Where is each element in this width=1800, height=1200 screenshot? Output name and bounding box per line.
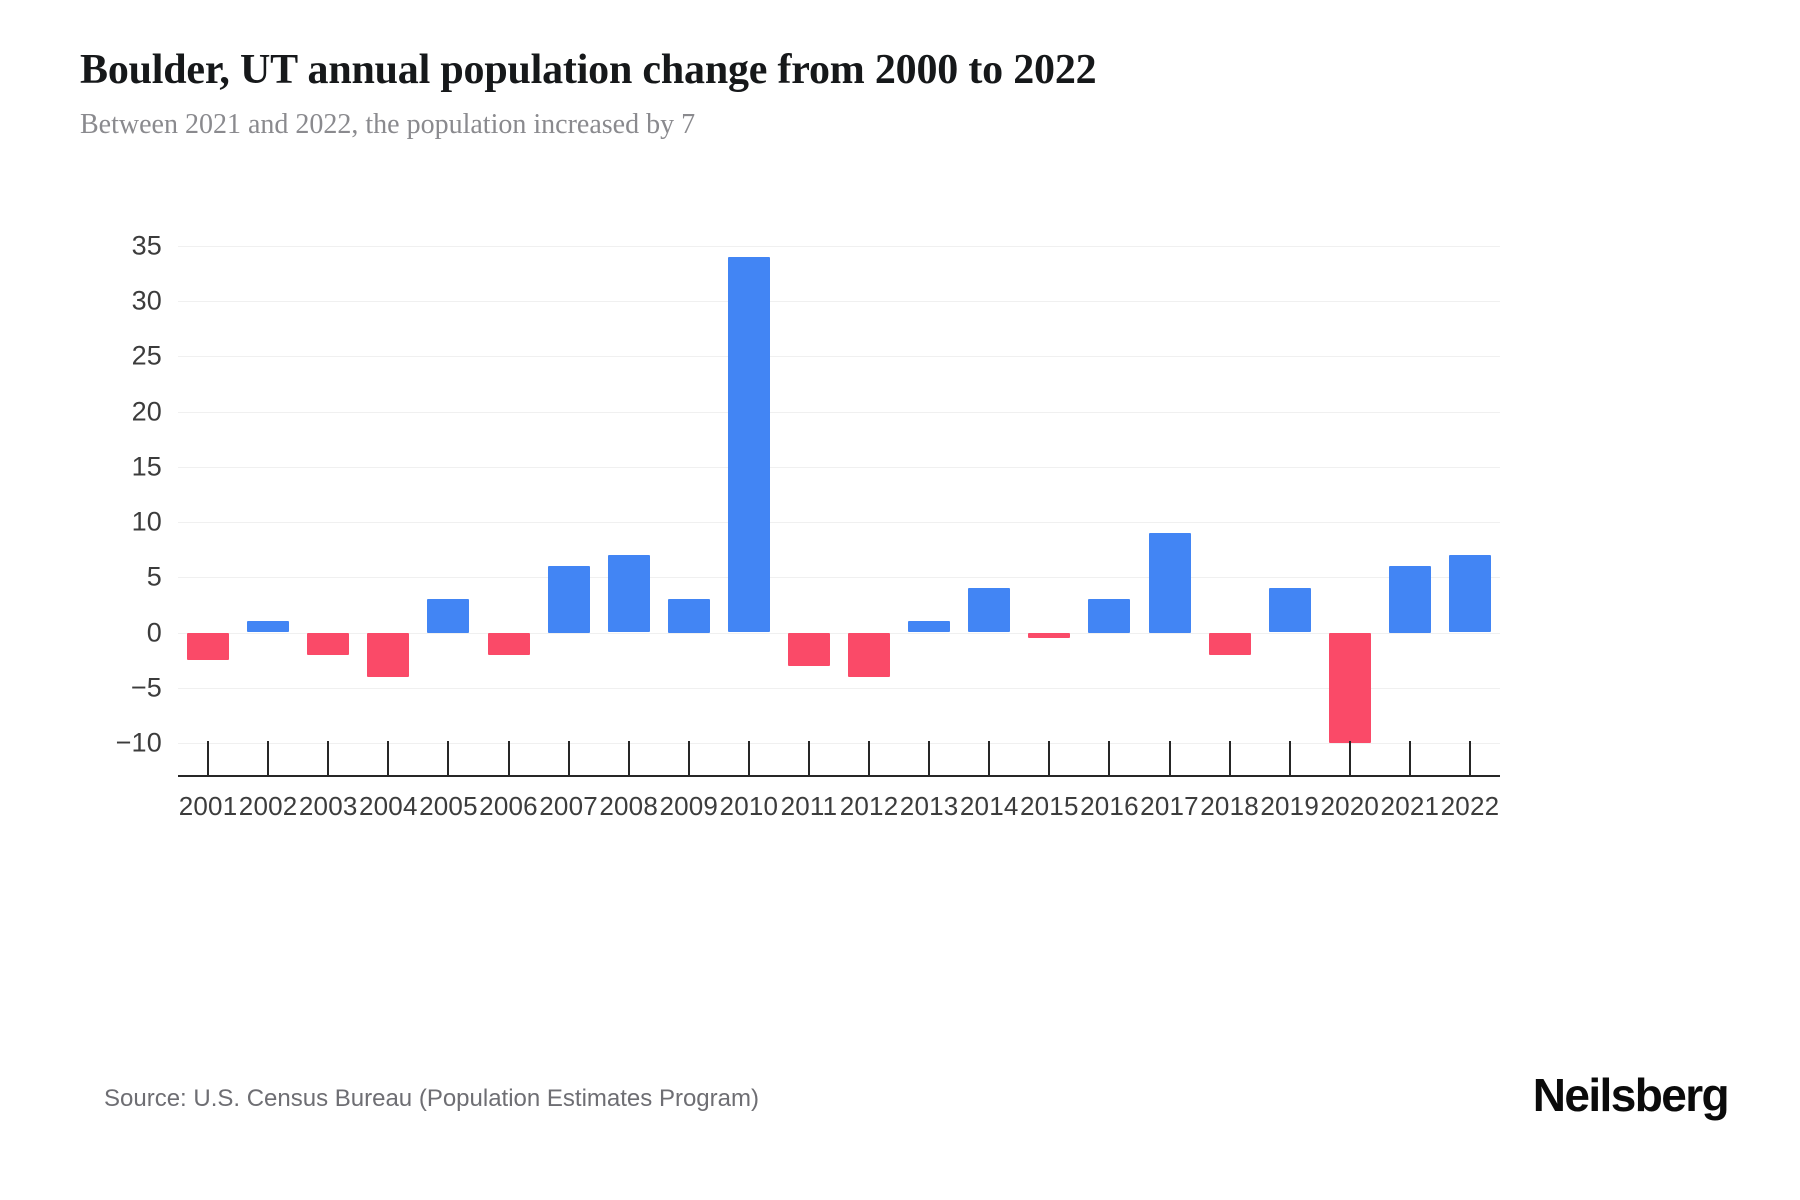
- x-axis-tick-label: 2010: [719, 791, 779, 821]
- gridline: [178, 301, 1500, 303]
- y-axis-tick-label: 25: [131, 340, 162, 371]
- gridline: [178, 687, 1500, 689]
- x-axis-tick-mark: [387, 741, 390, 775]
- y-axis-tick-label: 5: [146, 561, 162, 592]
- x-axis-tick-mark: [1408, 741, 1411, 775]
- x-axis-tick-label: 2017: [1140, 791, 1199, 821]
- x-axis-tick-label: 2001: [178, 791, 238, 821]
- x-axis-tick-label: 2003: [298, 791, 358, 821]
- bar-2017[interactable]: [1148, 533, 1191, 633]
- gridline: [178, 522, 1500, 524]
- bar-2011[interactable]: [787, 632, 830, 666]
- x-axis-tick-mark: [207, 741, 210, 775]
- x-axis-tick-mark: [1168, 741, 1171, 775]
- x-axis-tick-mark: [1348, 741, 1351, 775]
- gridline: [178, 466, 1500, 468]
- x-axis-ticks: [178, 741, 1500, 777]
- x-axis-tick-mark: [567, 741, 570, 775]
- y-axis-tick-label: 35: [131, 230, 162, 261]
- x-axis-tick-label: 2013: [899, 791, 959, 821]
- bar-series: [178, 235, 1500, 765]
- bar-2005[interactable]: [427, 599, 470, 633]
- neilsberg-logo: Neilsberg: [1532, 1069, 1730, 1121]
- bar-2008[interactable]: [607, 555, 650, 633]
- plot-canvas: [178, 235, 1500, 765]
- bar-2004[interactable]: [367, 632, 410, 677]
- x-axis-tick-mark: [1468, 741, 1471, 775]
- bar-2022[interactable]: [1448, 555, 1491, 633]
- bar-2003[interactable]: [307, 632, 350, 655]
- x-axis-tick-label: 2015: [1019, 791, 1079, 821]
- bar-2014[interactable]: [968, 588, 1011, 633]
- x-axis-tick-mark: [507, 741, 510, 775]
- gridline: [178, 356, 1500, 358]
- x-axis-tick-label: 2018: [1200, 791, 1259, 821]
- x-axis-tick-label: 2004: [358, 791, 418, 821]
- x-axis-line: [178, 775, 1500, 777]
- x-axis-tick-mark: [267, 741, 270, 775]
- x-axis-tick-mark: [1288, 741, 1291, 775]
- x-axis-labels: 2001 2002 2003 2004 2005 2006 2007 2008 2009 2010…: [178, 791, 1500, 831]
- x-axis-tick-mark: [807, 741, 810, 775]
- x-axis-tick-mark: [988, 741, 991, 775]
- y-axis: 35 30 25 20 15 10 5 0 −5 −10: [100, 231, 162, 765]
- y-axis-tick-label: −10: [115, 727, 162, 758]
- bar-2012[interactable]: [848, 632, 891, 677]
- x-axis-tick-label: 2009: [659, 791, 719, 821]
- x-axis-tick-mark: [627, 741, 630, 775]
- bar-2001[interactable]: [187, 632, 230, 661]
- gridline: [178, 577, 1500, 579]
- source-note: Source: U.S. Census Bureau (Population E…: [104, 1085, 759, 1112]
- x-axis-tick-label: 2005: [419, 791, 478, 821]
- y-axis-tick-label: 15: [131, 451, 162, 482]
- x-axis-tick-mark: [687, 741, 690, 775]
- bar-2007[interactable]: [547, 566, 590, 633]
- bar-2016[interactable]: [1088, 599, 1131, 633]
- x-axis-tick-mark: [1228, 741, 1231, 775]
- y-axis-tick-label: −5: [130, 672, 162, 703]
- x-axis-tick-label: 2022: [1440, 791, 1500, 821]
- x-axis-tick-label: 2007: [539, 791, 598, 821]
- bar-2010[interactable]: [727, 257, 770, 633]
- zero-gridline: [178, 632, 1500, 634]
- bar-2013[interactable]: [908, 621, 951, 633]
- x-axis-tick-mark: [327, 741, 330, 775]
- x-axis-tick-label: 2020: [1320, 791, 1380, 821]
- y-axis-tick-label: 30: [131, 285, 162, 316]
- gridline: [178, 246, 1500, 248]
- bar-2009[interactable]: [667, 599, 710, 633]
- x-axis-tick-label: 2011: [780, 791, 838, 821]
- x-axis-tick-mark: [447, 741, 450, 775]
- x-axis-tick-label: 2012: [839, 791, 899, 821]
- bar-2006[interactable]: [487, 632, 530, 655]
- chart-header: Boulder, UT annual population change fro…: [80, 46, 1720, 142]
- x-axis-tick-mark: [1048, 741, 1051, 775]
- bar-2002[interactable]: [247, 621, 290, 633]
- page-title: Boulder, UT annual population change fro…: [80, 47, 1097, 93]
- x-axis-tick-mark: [747, 741, 750, 775]
- x-axis-tick-label: 2021: [1380, 791, 1440, 821]
- gridline: [178, 742, 1500, 744]
- bar-2015[interactable]: [1028, 632, 1071, 639]
- x-axis-tick-label: 2008: [599, 791, 658, 821]
- y-axis-tick-label: 0: [146, 617, 162, 647]
- chart-subtitle: Between 2021 and 2022, the population in…: [80, 109, 696, 141]
- x-axis-tick-label: 2006: [479, 791, 538, 821]
- bar-2021[interactable]: [1388, 566, 1431, 633]
- x-axis-tick-label: 2019: [1260, 791, 1319, 821]
- gridline: [178, 411, 1500, 413]
- y-axis-tick-label: 20: [131, 396, 162, 427]
- bar-2020[interactable]: [1328, 632, 1371, 743]
- bar-2019[interactable]: [1268, 588, 1311, 633]
- bar-2018[interactable]: [1208, 632, 1251, 655]
- x-axis-tick-mark: [868, 741, 871, 775]
- x-axis-tick-label: 2014: [959, 791, 1019, 821]
- y-axis-tick-label: 10: [131, 506, 162, 537]
- x-axis-tick-mark: [928, 741, 931, 775]
- x-axis-tick-label: 2002: [238, 791, 298, 821]
- x-axis-tick-mark: [1108, 741, 1111, 775]
- x-axis-tick-label: 2016: [1080, 791, 1139, 821]
- chart-plot-area: 35 30 25 20 15 10 5 0 −5 −10 2001 2002 2003 2004 2005…: [0, 231, 1800, 895]
